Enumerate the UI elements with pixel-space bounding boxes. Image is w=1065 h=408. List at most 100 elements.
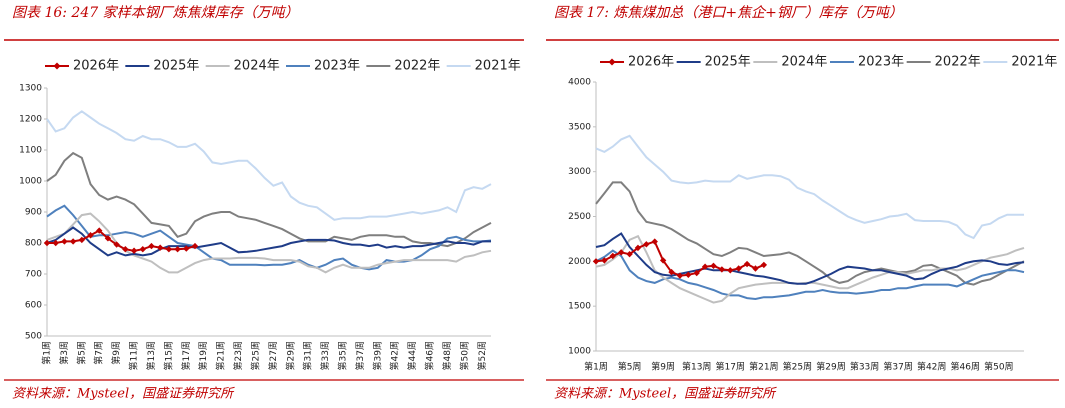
y-tick-label: 2000	[568, 257, 591, 267]
x-tick-label: 第17周	[716, 361, 745, 373]
legend-label: 2023年	[314, 59, 360, 74]
series-marker	[760, 261, 768, 269]
series-line	[595, 134, 1024, 240]
legend-marker	[608, 58, 616, 66]
series-marker	[191, 242, 199, 250]
series-marker	[61, 238, 68, 245]
x-tick-label: 第9周	[110, 341, 122, 365]
series-marker	[609, 252, 616, 260]
x-tick-label: 第29周	[816, 361, 845, 373]
x-tick-label: 第13周	[145, 341, 157, 370]
x-tick-label: 第33周	[319, 341, 331, 370]
x-tick-label: 第3周	[58, 341, 70, 365]
x-tick-label: 第19周	[197, 341, 209, 370]
series-marker	[668, 268, 675, 276]
series-marker	[693, 269, 700, 277]
x-tick-label: 第5周	[75, 341, 87, 365]
source: 资料来源：Mysteel，国盛证券研究所	[554, 386, 777, 402]
x-tick-label: 第31周	[302, 341, 314, 370]
x-tick-label: 第35周	[337, 341, 349, 370]
x-tick-label: 第46周	[424, 341, 436, 370]
x-tick-label: 第50周	[458, 341, 470, 370]
x-tick-label: 第21周	[749, 361, 778, 373]
chart-title: 图表 17: 炼焦煤加总（港口+焦企+钢厂）库存（万吨）	[554, 5, 903, 21]
x-tick-label: 第7周	[93, 341, 105, 365]
y-tick-label: 1500	[568, 302, 591, 312]
y-tick-label: 1200	[19, 115, 42, 125]
x-tick-label: 第39周	[371, 341, 383, 370]
legend-label: 2024年	[781, 55, 827, 70]
legend-label: 2026年	[73, 59, 119, 74]
series-marker	[634, 244, 642, 252]
x-tick-label: 第42周	[389, 341, 401, 370]
series-marker	[156, 244, 164, 251]
x-tick-label: 第27周	[267, 341, 279, 370]
series-marker	[643, 241, 650, 248]
series-line	[595, 232, 1025, 285]
series-marker	[676, 272, 684, 279]
y-tick-label: 800	[25, 239, 42, 249]
series-marker	[69, 238, 77, 245]
legend-label: 2024年	[234, 59, 280, 74]
x-tick-label: 第46周	[951, 361, 980, 373]
series-marker	[113, 241, 120, 248]
x-tick-label: 第25周	[249, 341, 261, 370]
y-tick-label: 700	[25, 270, 42, 280]
x-tick-label: 第11周	[128, 341, 140, 370]
x-tick-label: 第29周	[284, 341, 296, 370]
series-marker	[727, 267, 734, 274]
series-marker	[710, 262, 717, 270]
x-tick-label: 第13周	[682, 361, 711, 373]
legend-label: 2021年	[1011, 55, 1057, 70]
source: 资料来源：Mysteel，国盛证券研究所	[12, 386, 235, 402]
series-marker	[617, 249, 625, 256]
x-tick-label: 第17周	[180, 341, 192, 370]
legend-marker	[53, 62, 61, 70]
series-marker	[43, 239, 51, 247]
x-tick-label: 第9周	[651, 361, 675, 373]
series-line	[46, 226, 491, 257]
x-tick-label: 第15周	[162, 341, 174, 370]
y-tick-label: 2500	[568, 212, 591, 222]
y-tick-label: 4000	[568, 78, 591, 88]
series-marker	[52, 239, 59, 247]
y-tick-label: 1000	[568, 347, 591, 357]
x-tick-label: 第44周	[406, 341, 418, 370]
y-tick-label: 1300	[19, 84, 42, 94]
series-marker	[718, 266, 726, 273]
x-tick-label: 第1周	[41, 341, 53, 365]
series-marker	[601, 257, 608, 264]
series-marker	[165, 246, 173, 253]
y-tick-label: 500	[25, 332, 42, 342]
series-marker	[659, 257, 667, 264]
x-tick-label: 第52周	[476, 341, 488, 370]
x-tick-label: 第1周	[584, 361, 608, 373]
y-tick-label: 1000	[19, 177, 42, 187]
legend-label: 2022年	[935, 55, 981, 70]
series-line	[46, 110, 492, 221]
x-tick-label: 第50周	[984, 361, 1013, 373]
series-marker	[626, 250, 633, 258]
x-tick-label: 第37周	[883, 361, 912, 373]
chart-title: 图表 16: 247 家样本钢厂炼焦煤库存（万吨）	[12, 5, 299, 21]
legend-label: 2025年	[153, 59, 199, 74]
x-tick-label: 第33周	[850, 361, 879, 373]
y-tick-label: 1100	[19, 146, 42, 156]
series-marker	[148, 242, 155, 250]
series-marker	[735, 265, 742, 272]
x-tick-label: 第23周	[232, 341, 244, 370]
x-tick-label: 第21周	[215, 341, 227, 370]
legend-label: 2022年	[394, 59, 440, 74]
y-tick-label: 3000	[568, 167, 591, 177]
series-line	[46, 204, 492, 271]
series-marker	[139, 246, 146, 253]
x-tick-label: 第37周	[354, 341, 366, 370]
series-marker	[174, 246, 181, 253]
legend-label: 2025年	[705, 55, 751, 70]
series-marker	[651, 238, 658, 245]
legend-label: 2026年	[628, 55, 674, 70]
series-marker	[701, 263, 709, 270]
series-marker	[96, 227, 103, 234]
y-tick-label: 3500	[568, 122, 591, 132]
